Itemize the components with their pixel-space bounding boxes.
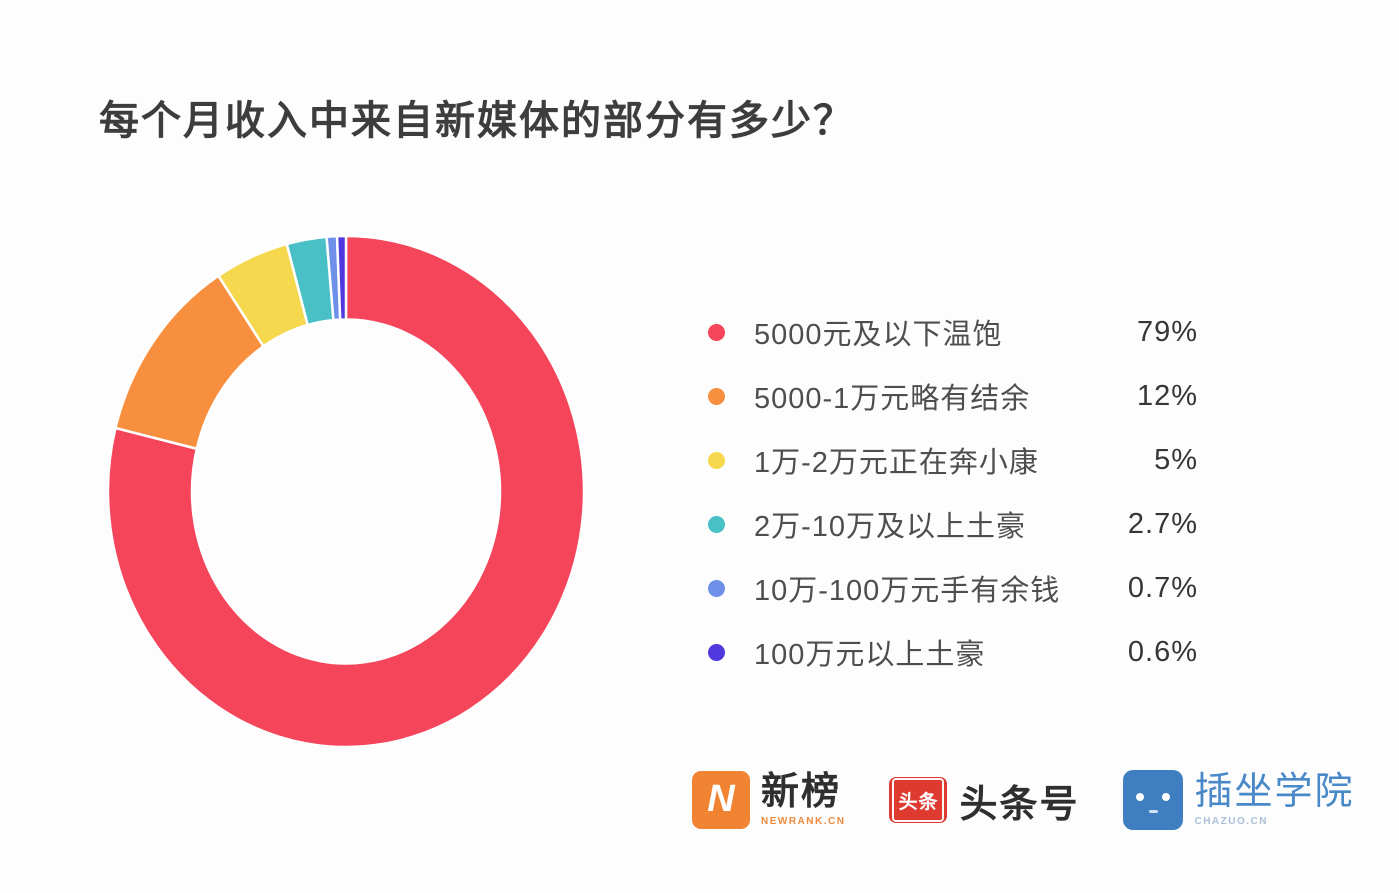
logo-toutiao: 头条 头条号 (889, 773, 1079, 828)
legend: 5000元及以下温饱 79% 5000-1万元略有结余 12% 1万-2万元正在奔小康 5… (708, 300, 1198, 684)
chazuo-face-eye-right (1162, 793, 1171, 801)
donut-chart-svg (107, 235, 585, 748)
newrank-icon-letter: N (707, 778, 735, 820)
legend-label: 2万-10万及以上土豪 (754, 511, 1027, 543)
legend-bullet-icon (708, 643, 725, 661)
legend-label: 10万-100万元手有余钱 (754, 575, 1061, 607)
chazuo-subtext: CHAZUO.CN (1194, 815, 1268, 827)
legend-bullet-icon (708, 387, 725, 405)
chazuo-face-eye-left (1136, 793, 1145, 801)
legend-item: 5000-1万元略有结余 12% (708, 364, 1198, 428)
toutiao-badge-text: 头条 (898, 791, 939, 813)
newrank-name: 新榜 (761, 771, 842, 814)
legend-bullet-icon (708, 579, 725, 597)
legend-value: 12% (1136, 379, 1198, 412)
legend-value: 5% (1154, 443, 1198, 476)
legend-value: 0.6% (1127, 635, 1198, 668)
donut-slice-5 (335, 235, 348, 321)
legend-item: 1万-2万元正在奔小康 5% (708, 428, 1198, 492)
legend-value: 79% (1136, 315, 1198, 348)
legend-bullet-icon (708, 515, 725, 533)
chazuo-name: 插坐学院 (1194, 771, 1355, 814)
donut-chart (107, 235, 585, 748)
toutiao-logo-icon: 头条 (889, 777, 948, 823)
chazuo-text-block: 插坐学院 CHAZUO.CN (1194, 771, 1355, 827)
legend-bullet-icon (708, 451, 725, 469)
legend-label: 100万元以上土豪 (754, 639, 986, 671)
donut-slice-0 (107, 235, 585, 748)
legend-item: 5000元及以下温饱 79% (708, 300, 1198, 364)
legend-item: 2万-10万及以上土豪 2.7% (708, 492, 1198, 556)
page-title: 每个月收入中来自新媒体的部分有多少？ (99, 99, 855, 143)
legend-value: 2.7% (1127, 507, 1198, 540)
legend-bullet-icon (708, 323, 725, 341)
legend-item: 10万-100万元手有余钱 0.7% (708, 556, 1198, 620)
legend-item: 100万元以上土豪 0.6% (708, 620, 1198, 684)
chazuo-logo-icon (1123, 770, 1184, 830)
logo-chazuo: 插坐学院 CHAZUO.CN (1123, 770, 1354, 830)
toutiao-name: 头条号 (959, 783, 1080, 826)
footer-logos: N 新榜 NEWRANK.CN 头条 头条号 插坐学院 C (692, 770, 1354, 830)
logo-newrank: N 新榜 NEWRANK.CN (692, 771, 845, 829)
newrank-subtext: NEWRANK.CN (761, 815, 846, 827)
legend-label: 1万-2万元正在奔小康 (754, 447, 1039, 479)
newrank-logo-icon: N (692, 771, 750, 829)
newrank-text-block: 新榜 NEWRANK.CN (761, 771, 846, 827)
legend-label: 5000-1万元略有结余 (754, 383, 1031, 415)
legend-label: 5000元及以下温饱 (754, 319, 1003, 351)
toutiao-badge-frame: 头条 (892, 778, 945, 822)
legend-value: 0.7% (1127, 571, 1198, 604)
chazuo-face-mouth (1149, 810, 1159, 813)
